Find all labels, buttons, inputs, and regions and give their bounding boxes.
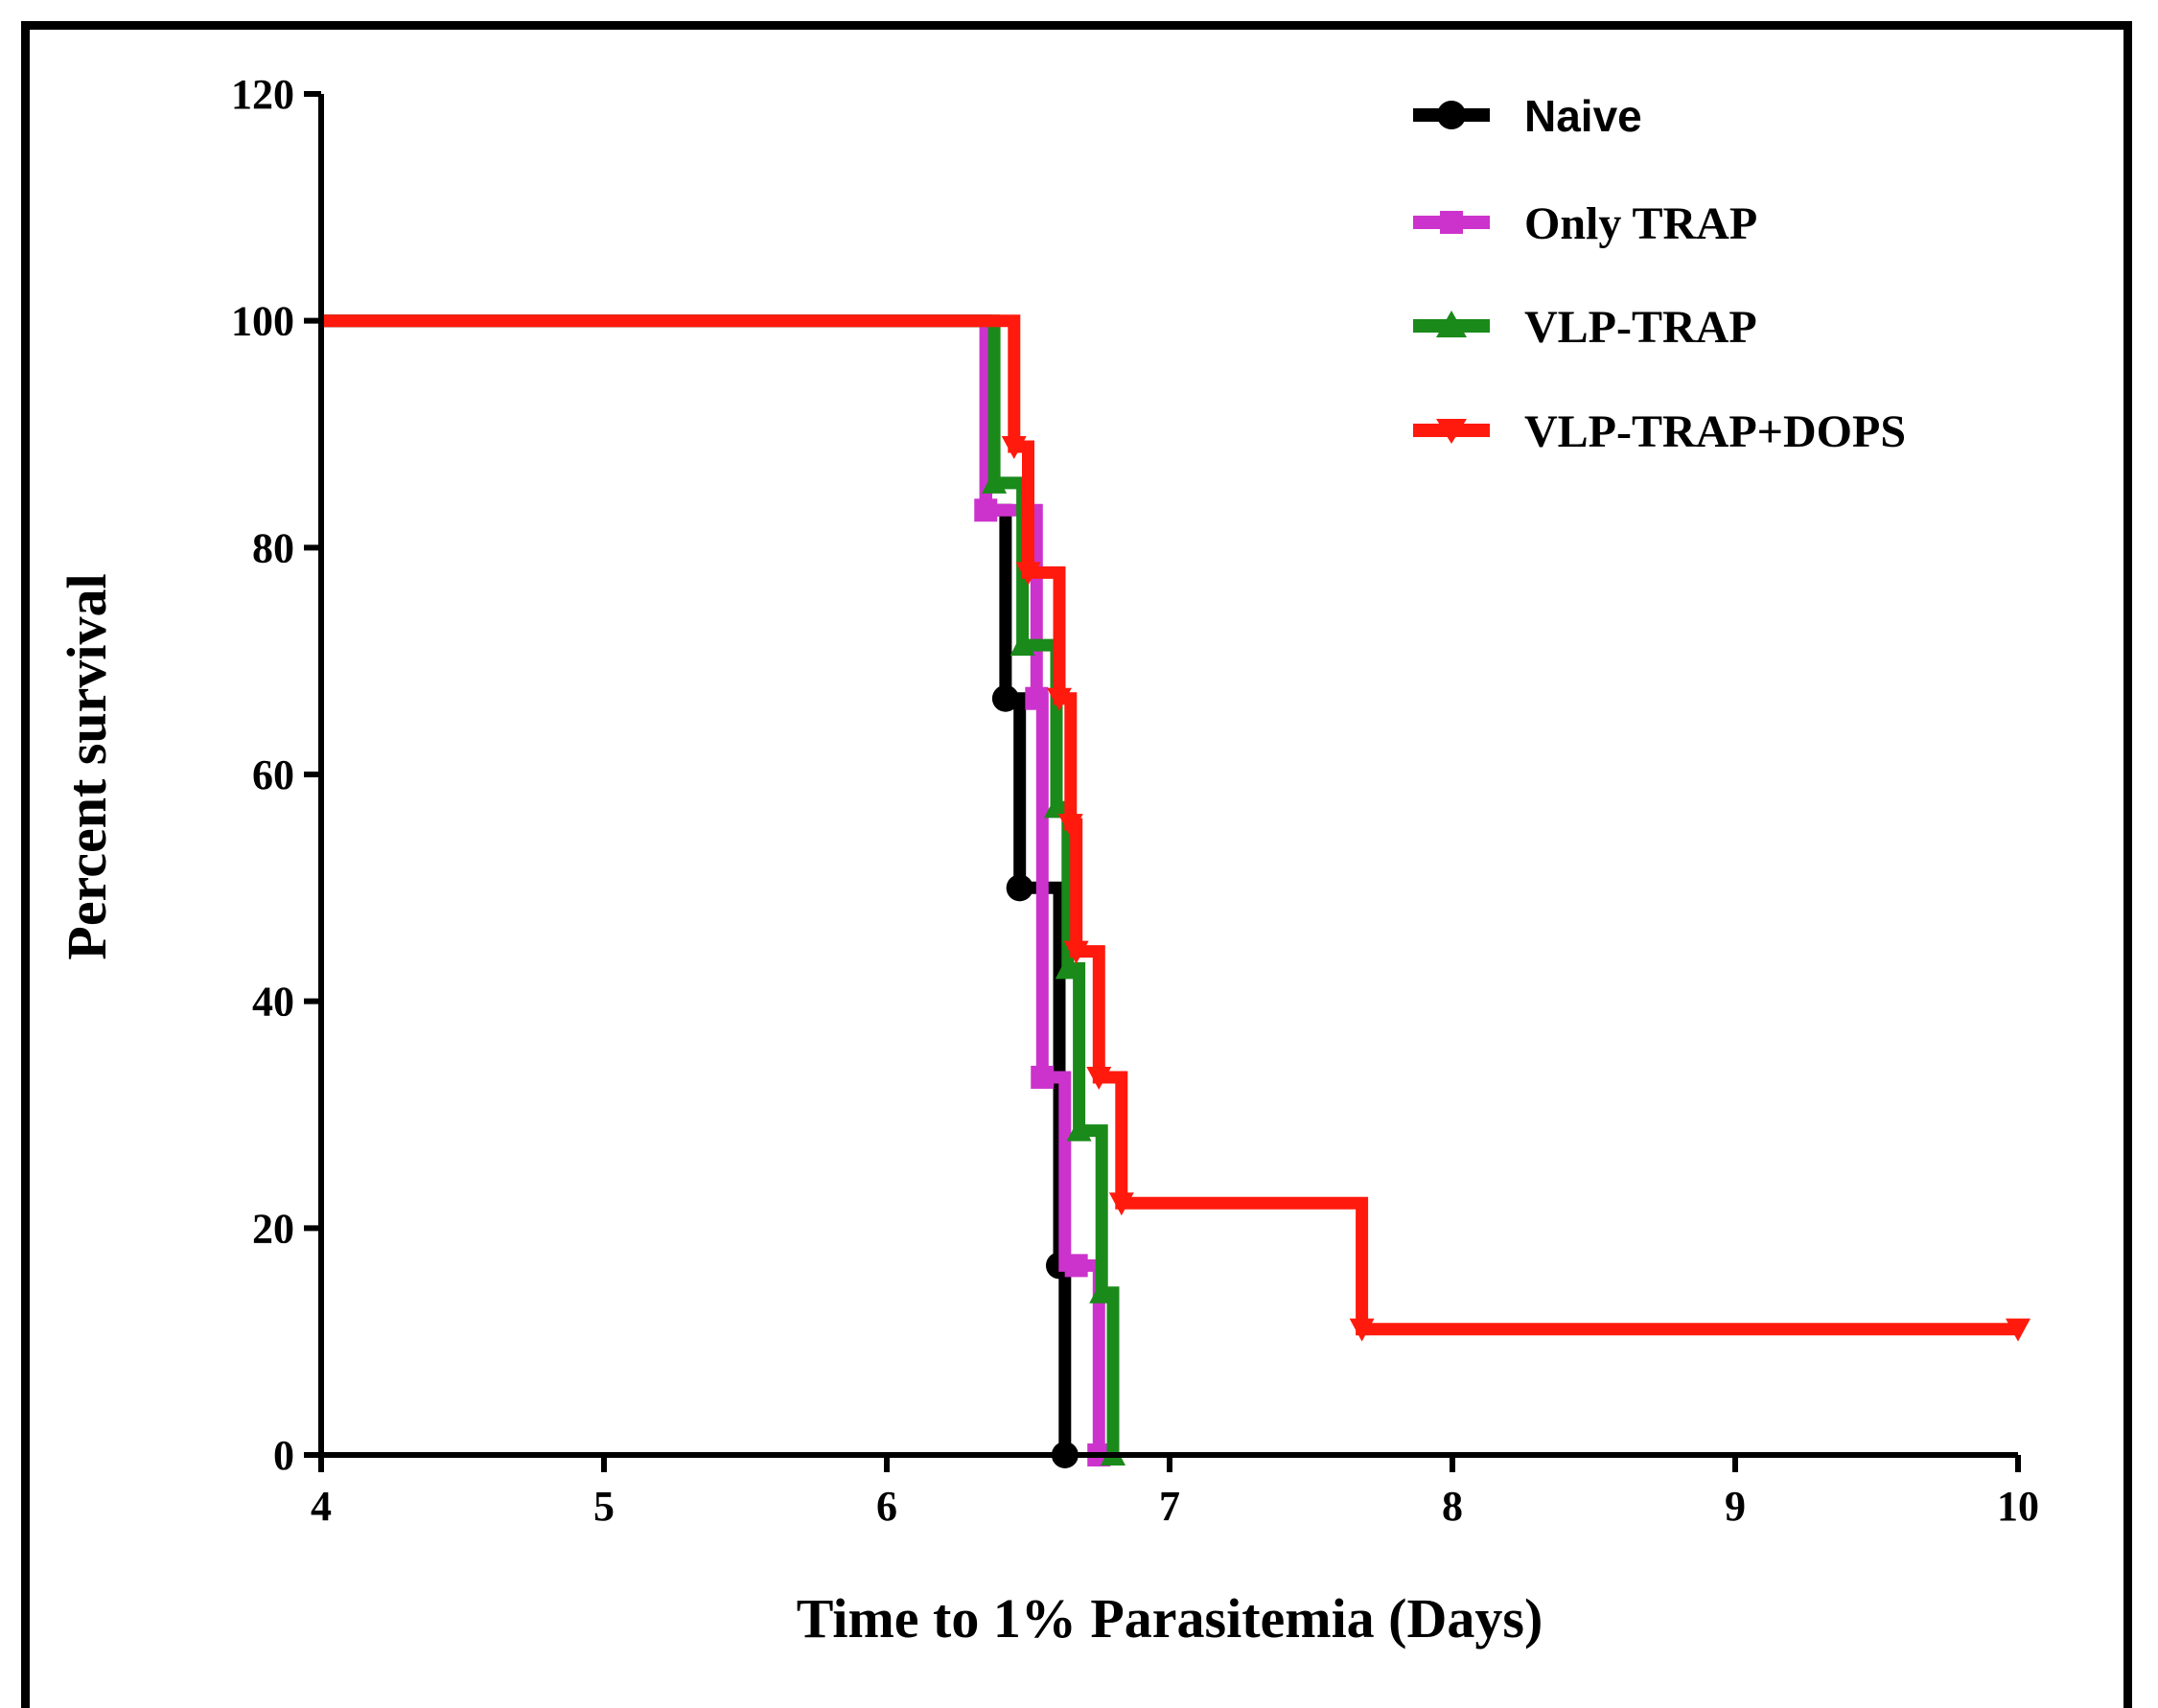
- data-point-vlp-trap-dops: [1001, 436, 1027, 460]
- legend-label-naive: Naive: [1524, 91, 1642, 141]
- legend-item-only-trap: Only TRAP: [1413, 198, 1757, 249]
- legend-label-only-trap: Only TRAP: [1524, 198, 1757, 249]
- x-tick-label: 4: [311, 1483, 332, 1530]
- data-point-vlp-trap-dops: [1063, 940, 1089, 964]
- legend-marker-only-trap: [1440, 211, 1463, 234]
- series-line-naive: [321, 314, 1072, 1455]
- x-tick-label: 8: [1442, 1483, 1463, 1530]
- series-layer: [321, 314, 2030, 1468]
- data-point-vlp-trap: [1066, 1117, 1092, 1142]
- legend-item-naive: Naive: [1413, 91, 1642, 141]
- data-point-vlp-trap: [1044, 794, 1069, 819]
- series-line-vlp-trap-dops: [321, 314, 2018, 1336]
- x-tick-label: 10: [1997, 1483, 2039, 1530]
- data-point-naive: [991, 684, 1019, 712]
- x-tick-label: 9: [1725, 1483, 1746, 1530]
- data-point-vlp-trap-dops: [1349, 1318, 1375, 1342]
- data-point-vlp-trap-dops: [1108, 1192, 1134, 1216]
- data-point-only-trap: [974, 498, 998, 522]
- legend: Naive Only TRAP VLP-TRAP VLP-TRAP+DOPS: [1413, 91, 1906, 457]
- legend-label-vlp-trap-dops: VLP-TRAP+DOPS: [1524, 406, 1906, 457]
- data-point-naive: [1006, 874, 1033, 902]
- data-point-only-trap: [1025, 686, 1049, 710]
- data-point-only-trap: [1031, 1065, 1055, 1089]
- y-tick-label: 100: [231, 298, 294, 345]
- y-ticks: 0 20 40 60 80 100 120: [231, 71, 321, 1479]
- series-vlp-trap: [321, 314, 1125, 1466]
- legend-item-vlp-trap-dops: VLP-TRAP+DOPS: [1413, 406, 1906, 457]
- data-point-vlp-trap-dops: [1086, 1066, 1112, 1090]
- data-point-vlp-trap: [982, 469, 1008, 494]
- y-tick-label: 40: [252, 979, 294, 1026]
- x-tick-label: 5: [593, 1483, 615, 1530]
- legend-item-vlp-trap: VLP-TRAP: [1413, 302, 1757, 353]
- x-ticks: 4 5 6 7 8 9 10: [311, 1455, 2039, 1530]
- axes: [318, 94, 2018, 1458]
- x-tick-label: 7: [1159, 1483, 1180, 1530]
- data-point-vlp-trap-dops: [1015, 562, 1041, 586]
- data-point-vlp-trap: [1089, 1279, 1115, 1304]
- y-axis-title: Percent survival: [56, 573, 118, 959]
- data-point-vlp-trap-dops: [2006, 1318, 2030, 1342]
- y-tick-label: 120: [231, 71, 294, 118]
- x-tick-label: 6: [876, 1483, 897, 1530]
- data-point-vlp-trap-dops: [1057, 814, 1083, 838]
- legend-marker-vlp-trap-dops: [1436, 419, 1467, 444]
- legend-marker-naive: [1437, 101, 1466, 129]
- data-point-vlp-trap: [1009, 632, 1035, 657]
- series-vlp-trap-dops: [321, 314, 2030, 1342]
- y-tick-label: 60: [252, 751, 294, 798]
- legend-label-vlp-trap: VLP-TRAP: [1524, 302, 1757, 353]
- data-point-vlp-trap: [1055, 955, 1080, 980]
- data-point-vlp-trap-dops: [1046, 687, 1072, 711]
- x-axis-title: Time to 1% Parasitemia (Days): [797, 1587, 1543, 1650]
- data-point-only-trap: [1064, 1254, 1088, 1278]
- series-naive: [321, 314, 1079, 1468]
- y-tick-label: 20: [252, 1205, 294, 1252]
- series-line-only-trap: [321, 314, 1105, 1455]
- y-tick-label: 0: [273, 1432, 294, 1479]
- y-tick-label: 80: [252, 524, 294, 571]
- legend-marker-vlp-trap: [1436, 311, 1467, 337]
